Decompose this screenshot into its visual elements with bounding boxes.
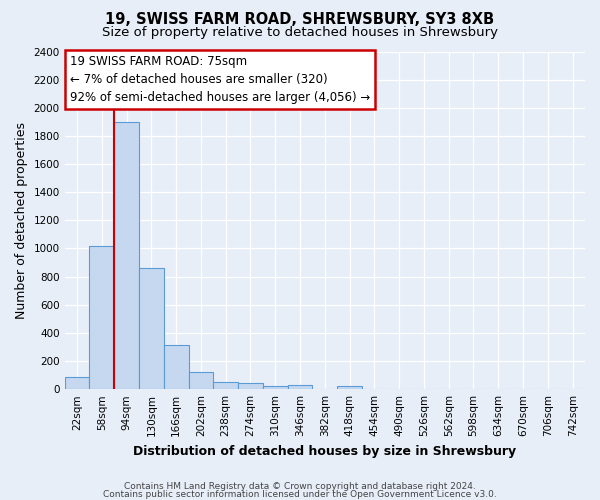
Text: Size of property relative to detached houses in Shrewsbury: Size of property relative to detached ho… bbox=[102, 26, 498, 39]
Bar bbox=[214, 382, 238, 389]
Bar bbox=[337, 386, 362, 389]
Bar bbox=[188, 372, 214, 389]
Bar bbox=[287, 385, 313, 389]
Bar bbox=[89, 246, 114, 389]
Bar bbox=[164, 345, 188, 389]
Bar bbox=[238, 383, 263, 389]
X-axis label: Distribution of detached houses by size in Shrewsbury: Distribution of detached houses by size … bbox=[133, 444, 517, 458]
Text: 19 SWISS FARM ROAD: 75sqm
← 7% of detached houses are smaller (320)
92% of semi-: 19 SWISS FARM ROAD: 75sqm ← 7% of detach… bbox=[70, 55, 370, 104]
Text: Contains public sector information licensed under the Open Government Licence v3: Contains public sector information licen… bbox=[103, 490, 497, 499]
Bar bbox=[139, 268, 164, 389]
Text: Contains HM Land Registry data © Crown copyright and database right 2024.: Contains HM Land Registry data © Crown c… bbox=[124, 482, 476, 491]
Y-axis label: Number of detached properties: Number of detached properties bbox=[15, 122, 28, 319]
Bar bbox=[65, 376, 89, 389]
Bar bbox=[263, 386, 287, 389]
Bar bbox=[114, 122, 139, 389]
Text: 19, SWISS FARM ROAD, SHREWSBURY, SY3 8XB: 19, SWISS FARM ROAD, SHREWSBURY, SY3 8XB bbox=[106, 12, 494, 28]
